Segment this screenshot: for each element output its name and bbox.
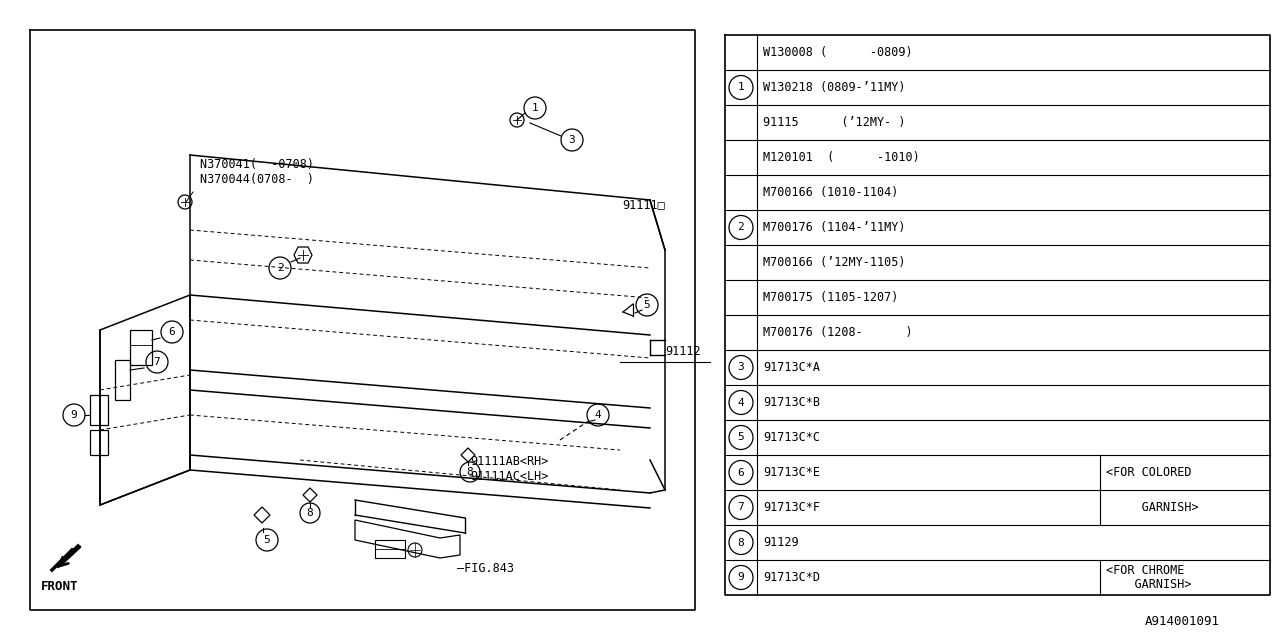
Bar [375, 540, 404, 558]
Text: W130218 (0809-’11MY): W130218 (0809-’11MY) [763, 81, 905, 94]
Text: 2: 2 [737, 223, 745, 232]
Text: 91713C*C: 91713C*C [763, 431, 820, 444]
Text: 91713C*A: 91713C*A [763, 361, 820, 374]
Text: GARNISH>: GARNISH> [1106, 501, 1198, 514]
Text: 91112: 91112 [666, 345, 700, 358]
Bar [131, 330, 152, 365]
Text: <FOR COLORED: <FOR COLORED [1106, 466, 1192, 479]
Text: —FIG.843: —FIG.843 [457, 562, 515, 575]
Text: 1: 1 [531, 103, 539, 113]
Text: 7: 7 [154, 357, 160, 367]
Text: A914001091: A914001091 [1146, 615, 1220, 628]
Text: M700166 (1010-1104): M700166 (1010-1104) [763, 186, 899, 199]
Text: 9: 9 [70, 410, 77, 420]
Text: M700176 (1208-      ): M700176 (1208- ) [763, 326, 913, 339]
Text: 1: 1 [737, 83, 745, 93]
Text: 3: 3 [568, 135, 576, 145]
Text: 5: 5 [264, 535, 270, 545]
Text: M700175 (1105-1207): M700175 (1105-1207) [763, 291, 899, 304]
Text: 5: 5 [644, 300, 650, 310]
Text: 4: 4 [595, 410, 602, 420]
Text: 5: 5 [737, 433, 745, 442]
Text: M120101  (      -1010): M120101 ( -1010) [763, 151, 920, 164]
Text: W130008 (      -0809): W130008 ( -0809) [763, 46, 913, 59]
Text: 91129: 91129 [763, 536, 799, 549]
Text: 6: 6 [169, 327, 175, 337]
Text: 3: 3 [737, 362, 745, 372]
Bar [90, 430, 108, 455]
Text: N370041(  -0708): N370041( -0708) [200, 158, 314, 171]
Text: 6: 6 [737, 467, 745, 477]
Text: 4: 4 [737, 397, 745, 408]
Text: N370044(0708-  ): N370044(0708- ) [200, 173, 314, 186]
Text: M700176 (1104-’11MY): M700176 (1104-’11MY) [763, 221, 905, 234]
Text: 8: 8 [307, 508, 314, 518]
Text: FRONT: FRONT [41, 580, 79, 593]
Text: <FOR CHROME
    GARNISH>: <FOR CHROME GARNISH> [1106, 563, 1192, 591]
Bar [115, 360, 131, 400]
Text: 91111AC<LH>: 91111AC<LH> [470, 470, 548, 483]
Text: 91115      (’12MY- ): 91115 (’12MY- ) [763, 116, 905, 129]
Text: 91713C*F: 91713C*F [763, 501, 820, 514]
Text: M700166 (’12MY-1105): M700166 (’12MY-1105) [763, 256, 905, 269]
Text: 91111□: 91111□ [622, 198, 664, 211]
Text: 91111AB<RH>: 91111AB<RH> [470, 455, 548, 468]
Bar [90, 395, 108, 425]
Text: 91713C*B: 91713C*B [763, 396, 820, 409]
Text: 7: 7 [737, 502, 745, 513]
Text: 8: 8 [737, 538, 745, 547]
Text: 91713C*E: 91713C*E [763, 466, 820, 479]
Text: 2: 2 [276, 263, 283, 273]
Text: 91713C*D: 91713C*D [763, 571, 820, 584]
Text: 8: 8 [467, 467, 474, 477]
Text: 9: 9 [737, 573, 745, 582]
